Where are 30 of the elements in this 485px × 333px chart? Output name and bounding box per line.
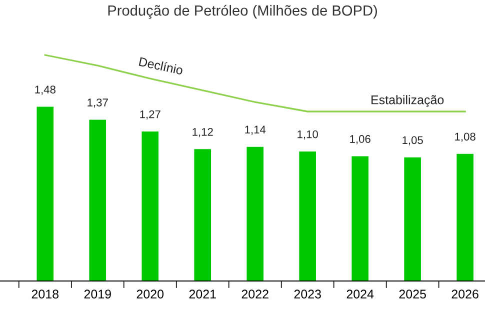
x-tick-label: 2019	[84, 290, 111, 299]
x-tick-label: 2025	[399, 290, 426, 299]
bar	[36, 106, 54, 281]
x-tick-label: 2026	[452, 290, 478, 299]
annotation: Declínio	[138, 56, 184, 75]
x-tick-label: 2020	[136, 290, 164, 299]
bar	[352, 156, 368, 281]
x-tick-label: 2021	[189, 290, 216, 299]
data-label: 1,37	[88, 98, 108, 108]
bar	[194, 149, 212, 281]
x-tick-label: 2024	[346, 290, 374, 299]
data-label: 1,08	[455, 132, 476, 142]
data-label: 1,05	[402, 136, 423, 146]
data-label: 1,14	[245, 126, 266, 135]
chart-title: Produção de Petróleo (Milhões de BOPD)	[108, 4, 377, 19]
data-label: 1,48	[35, 86, 56, 95]
bar	[299, 152, 316, 281]
x-tick-label: 2023	[294, 290, 321, 299]
data-label: 1,10	[298, 130, 318, 140]
data-label: 1,12	[192, 128, 213, 138]
bar	[142, 132, 159, 281]
x-tick-label: 2022	[242, 290, 268, 299]
data-label: 1,27	[140, 110, 160, 120]
bar	[246, 146, 264, 281]
x-tick-label: 2018	[32, 290, 58, 299]
bar	[404, 157, 421, 281]
bar	[456, 154, 474, 281]
data-label: 1,06	[350, 135, 370, 144]
annotation: Estabilização	[372, 95, 444, 107]
bar	[89, 120, 106, 281]
